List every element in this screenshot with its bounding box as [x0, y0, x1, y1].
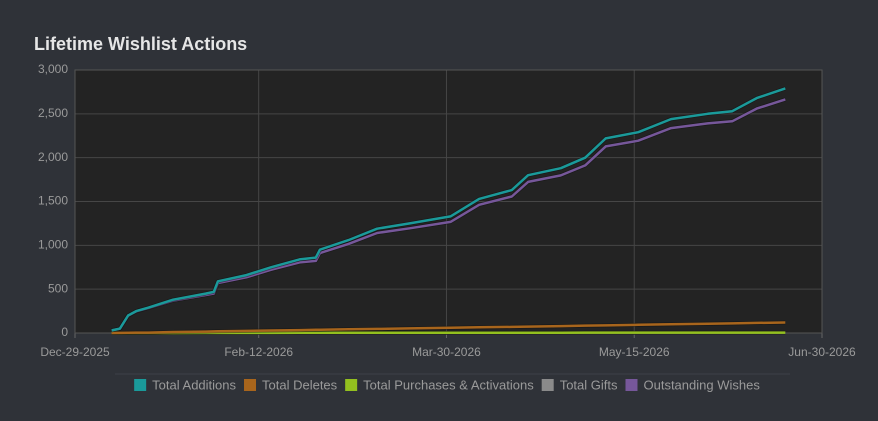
legend-swatch	[345, 379, 358, 391]
legend-label: Outstanding Wishes	[643, 377, 760, 392]
x-tick-label: Feb-12-2026	[224, 345, 293, 359]
y-tick-label: 2,000	[38, 150, 68, 164]
chart-title: Lifetime Wishlist Actions	[34, 34, 247, 54]
legend-label: Total Deletes	[262, 377, 338, 392]
x-tick-label: Mar-30-2026	[412, 345, 481, 359]
legend-label: Total Gifts	[560, 377, 618, 392]
legend-item[interactable]: Total Purchases & Activations	[345, 377, 534, 392]
legend-swatch	[134, 379, 147, 391]
legend-label: Total Purchases & Activations	[363, 377, 534, 392]
legend-label: Total Additions	[152, 377, 236, 392]
y-tick-label: 3,000	[38, 62, 68, 76]
legend: Total Additions Total Deletes Total Purcha…	[134, 377, 760, 392]
y-tick-label: 0	[61, 325, 68, 339]
y-tick-label: 500	[48, 281, 68, 295]
y-tick-label: 1,000	[38, 238, 68, 252]
x-tick-label: May-15-2026	[599, 345, 670, 359]
legend-swatch	[244, 379, 257, 391]
series-line	[111, 87, 786, 332]
legend-item[interactable]: Total Deletes	[244, 377, 338, 392]
legend-item[interactable]: Total Gifts	[541, 377, 618, 392]
legend-item[interactable]: Total Additions	[134, 377, 236, 392]
y-tick-label: 1,500	[38, 194, 68, 208]
legend-swatch	[541, 379, 554, 391]
y-tick-label: 2,500	[38, 106, 68, 120]
legend-item[interactable]: Outstanding Wishes	[625, 377, 760, 392]
x-tick-label: Jun-30-2026	[788, 345, 856, 359]
series-line	[111, 321, 786, 335]
legend-swatch	[625, 379, 638, 391]
x-tick-label: Dec-29-2025	[40, 345, 110, 359]
